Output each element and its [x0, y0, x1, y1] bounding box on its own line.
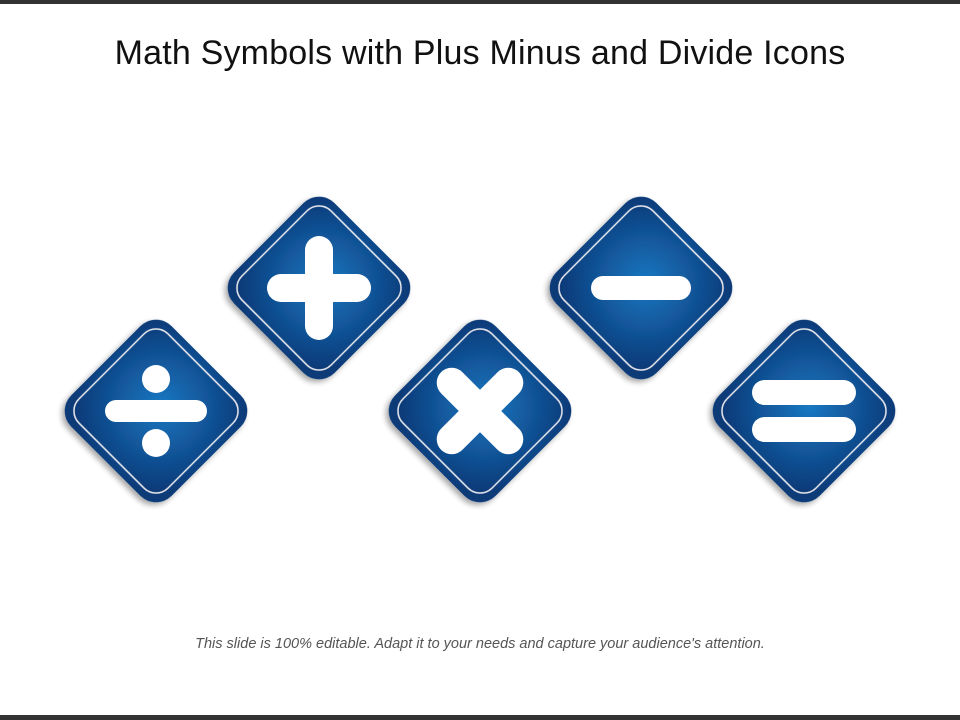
top-border-bar [0, 0, 960, 4]
slide-title: Math Symbols with Plus Minus and Divide … [114, 34, 846, 72]
equals-tile [712, 319, 896, 503]
bottom-border-bar [0, 715, 960, 720]
plus-icon [267, 236, 371, 340]
multiply-tile [388, 319, 572, 503]
footer-caption: This slide is 100% editable. Adapt it to… [195, 636, 765, 652]
multiply-icon [436, 367, 524, 455]
minus-tile [549, 196, 733, 380]
equals-icon [752, 380, 856, 442]
minus-icon [591, 276, 691, 300]
divide-tile [64, 319, 248, 503]
divide-icon [105, 365, 207, 457]
plus-tile [227, 196, 411, 380]
